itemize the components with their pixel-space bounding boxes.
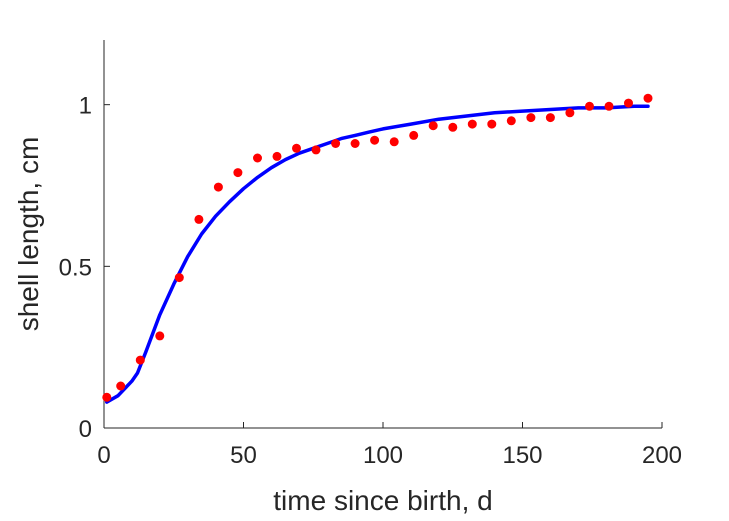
data-point (409, 130, 419, 140)
data-point (428, 121, 438, 131)
y-tick-label: 0.5 (59, 254, 92, 281)
data-point (350, 139, 360, 148)
data-point (155, 331, 165, 341)
x-tick-label: 50 (230, 442, 257, 469)
data-point (292, 143, 301, 153)
data-point (253, 153, 262, 163)
x-tick-label: 100 (363, 442, 403, 469)
ticks: 0 50 100 150 200 0 0.5 1 (59, 93, 682, 469)
x-tick-label: 150 (502, 442, 542, 469)
data-point (526, 113, 536, 123)
x-axis-title: time since birth, d (273, 485, 492, 516)
y-tick-label: 0 (79, 416, 92, 443)
axes (103, 40, 662, 429)
y-tick-label: 1 (79, 93, 92, 120)
y-axis-title: shell length, cm (13, 137, 44, 332)
data-point (272, 151, 282, 161)
fit-curve-line (105, 104, 650, 404)
data-point (545, 113, 555, 123)
data-point (467, 119, 477, 129)
data-point (389, 137, 399, 147)
data-points-group (102, 93, 653, 402)
data-point (585, 101, 594, 111)
data-point (506, 116, 516, 126)
data-point (174, 273, 184, 283)
data-point (311, 145, 321, 155)
data-point (487, 119, 497, 129)
data-point (102, 392, 112, 402)
data-point (643, 93, 653, 103)
data-point (331, 139, 341, 148)
x-tick-label: 200 (642, 442, 682, 469)
data-point (370, 135, 380, 145)
data-point (448, 122, 458, 132)
data-point (135, 355, 145, 365)
data-point (624, 98, 633, 108)
data-point (565, 108, 575, 118)
data-point (213, 182, 223, 192)
data-point (116, 381, 126, 391)
data-point (233, 168, 243, 178)
fit-curve-group (105, 104, 650, 404)
data-point (194, 214, 204, 224)
data-point (604, 101, 614, 111)
x-tick-label: 0 (97, 442, 110, 469)
